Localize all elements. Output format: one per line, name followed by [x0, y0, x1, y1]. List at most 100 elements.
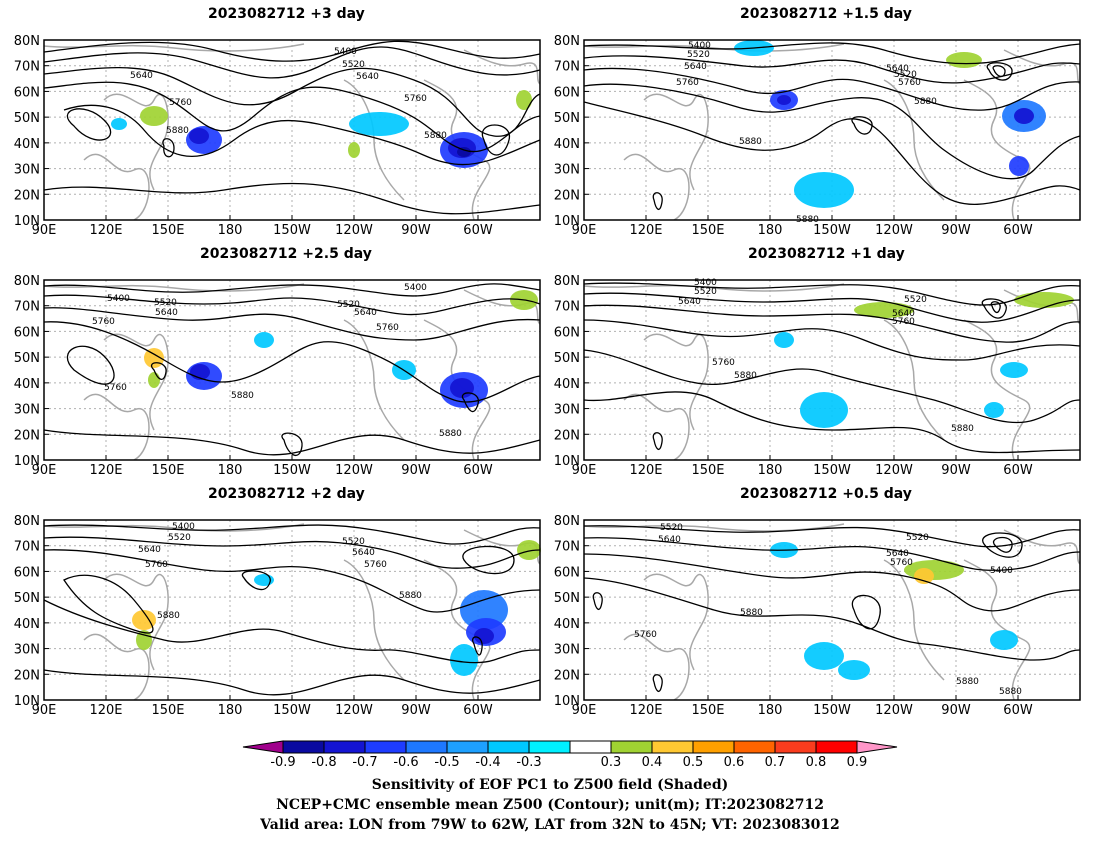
lat-tick-label: 20N: [14, 188, 40, 203]
contour-label: 5880: [734, 371, 757, 381]
sensitivity-shade: [111, 118, 127, 130]
colorbar-tick-label: 0.5: [683, 755, 704, 770]
lon-tick-label: 120E: [89, 223, 122, 238]
contour-label: 5760: [634, 630, 657, 640]
lon-tick-label: 150E: [691, 703, 724, 718]
colorbar-left-arrow: [242, 740, 284, 754]
z500-contour: [43, 524, 541, 545]
lon-tick-label: 180: [218, 463, 243, 478]
map-panel-p3: 5400 5520 5640 5640 5760 5760 5880 5880 80N 70N 60…: [14, 34, 541, 238]
z500-contour: [992, 65, 1006, 78]
lat-tick-label: 20N: [14, 428, 40, 443]
contour-label: 5640: [356, 72, 379, 82]
lon-tick-label: 120W: [335, 223, 373, 238]
lon-tick-label: 150W: [813, 463, 851, 478]
contour-label: 5400: [990, 566, 1013, 576]
z500-contour: [982, 532, 1023, 558]
lon-tick-label: 150E: [151, 463, 184, 478]
z500-contour: [583, 101, 1081, 206]
coastline-north-america: [883, 79, 1031, 221]
z500-contour: [583, 391, 1081, 454]
z500-contour: [583, 55, 1081, 84]
z500-contour: [63, 104, 541, 166]
lat-tick-label: 20N: [554, 428, 580, 443]
lon-tick-label: 60W: [1003, 463, 1033, 478]
contour-label: 5640: [684, 62, 707, 72]
lon-tick-label: 90E: [32, 703, 57, 718]
sensitivity-shade: [516, 90, 532, 110]
lat-tick-label: 30N: [14, 643, 40, 658]
coastline-north-america: [883, 319, 1031, 461]
coastline-greenland: [1003, 529, 1081, 565]
z500-contour: [43, 307, 541, 341]
contour-label: 5640: [678, 297, 701, 307]
coastline-asia: [83, 573, 169, 701]
lon-tick-label: 150E: [691, 223, 724, 238]
colorbar-segment: [774, 740, 817, 754]
map-panel-p25: 5400 552056405760576058805400552056405760…: [14, 274, 541, 478]
contour-label: 5880: [439, 429, 462, 439]
contour-label: 5520: [894, 70, 917, 80]
contour-label: 5880: [999, 687, 1022, 697]
sensitivity-shade: [984, 402, 1004, 418]
sensitivity-shade: [254, 574, 274, 586]
lon-tick-label: 90W: [941, 463, 971, 478]
lat-tick-label: 60N: [14, 325, 40, 340]
z500-contour: [652, 192, 663, 210]
colorbar-tick-label: -0.4: [475, 755, 500, 770]
panel-title: 2023082712 +3 day: [208, 6, 365, 22]
contour-label: 5520: [694, 287, 717, 297]
z500-contour: [151, 362, 167, 380]
sensitivity-shade: [148, 372, 160, 388]
sensitivity-shade: [1000, 362, 1028, 378]
lon-tick-label: 120E: [629, 223, 662, 238]
z500-contour: [990, 301, 1001, 314]
lon-tick-label: 90E: [32, 463, 57, 478]
contour-label: 5880: [956, 677, 979, 687]
lon-tick-label: 60W: [1003, 223, 1033, 238]
contour-label: 5520: [906, 533, 929, 543]
lat-tick-label: 60N: [14, 85, 40, 100]
colorbar-tick-label: -0.9: [270, 755, 295, 770]
lat-tick-label: 10N: [14, 454, 40, 469]
z500-contour: [583, 319, 1081, 361]
lat-tick-label: 30N: [554, 163, 580, 178]
lat-tick-label: 70N: [554, 300, 580, 315]
contour-label: 5880: [166, 126, 189, 136]
lat-tick-label: 80N: [554, 274, 580, 289]
lat-tick-label: 10N: [554, 214, 580, 229]
lon-tick-label: 120W: [335, 703, 373, 718]
contour-label: 5640: [130, 71, 153, 81]
sensitivity-shade: [450, 644, 478, 676]
lat-tick-label: 70N: [14, 540, 40, 555]
lon-tick-label: 150W: [273, 703, 311, 718]
footer-line-2: NCEP+CMC ensemble mean Z500 (Contour); u…: [276, 797, 824, 813]
z500-contour: [583, 83, 1081, 180]
lon-tick-label: 180: [218, 703, 243, 718]
lon-tick-label: 90E: [572, 463, 597, 478]
contour-label: 5520: [342, 60, 365, 70]
sensitivity-shade: [1009, 156, 1029, 176]
lon-tick-label: 180: [758, 223, 783, 238]
contour-label: 5400: [334, 47, 357, 57]
lat-tick-label: 20N: [554, 668, 580, 683]
lat-tick-label: 80N: [554, 34, 580, 49]
z500-contour: [43, 549, 541, 613]
lat-tick-label: 40N: [554, 377, 580, 392]
z500-contour: [583, 67, 1081, 111]
lat-tick-label: 80N: [554, 514, 580, 529]
coastline-asia: [83, 93, 169, 221]
lon-tick-label: 150E: [151, 223, 184, 238]
contour-label: 5880: [914, 97, 937, 107]
lat-tick-label: 80N: [14, 514, 40, 529]
colorbar-segment: [815, 740, 858, 754]
sensitivity-shade: [457, 147, 471, 157]
z500-contour: [472, 636, 483, 656]
sensitivity-shade: [800, 392, 848, 428]
lat-tick-label: 40N: [14, 617, 40, 632]
z500-contour: [162, 138, 175, 158]
contour-label: 5400: [694, 278, 717, 288]
lat-tick-label: 30N: [554, 403, 580, 418]
contour-label: 5520: [337, 300, 360, 310]
panel-title: 2023082712 +1.5 day: [740, 6, 912, 22]
